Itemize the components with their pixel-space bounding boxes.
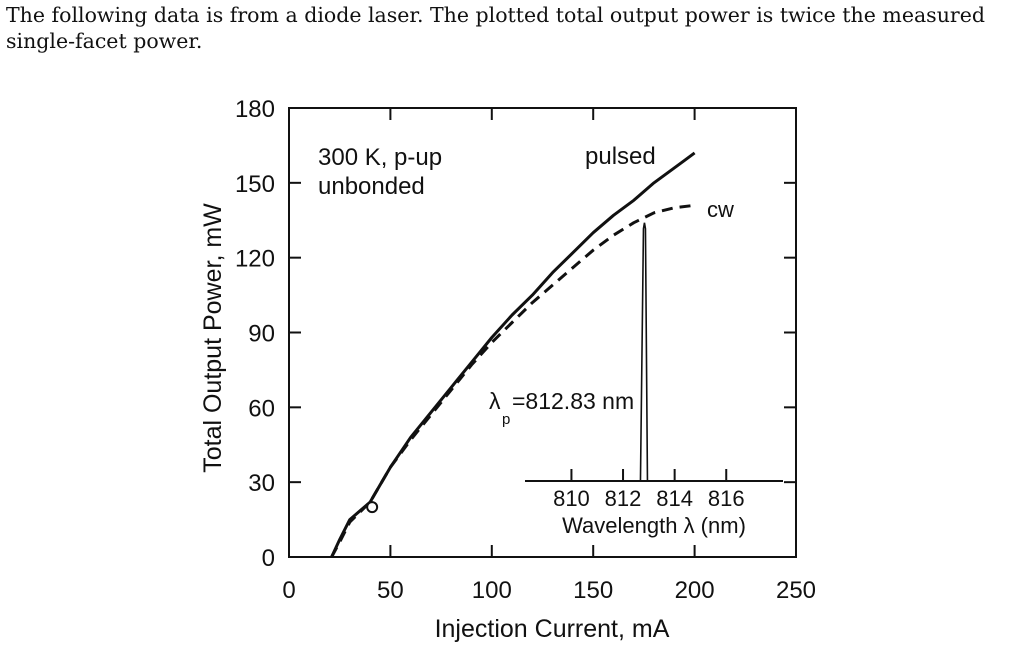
x-axis-label: Injection Current, mA [435,615,670,643]
peak-wavelength-value: =812.83 nm [512,388,634,414]
x-tick-label: 250 [776,577,816,604]
peak-wavelength-symbol: λ [489,388,501,414]
y-tick-label: 120 [235,246,275,273]
y-axis-label: Total Output Power, mW [199,203,227,473]
condition-line-2: unbonded [318,173,425,200]
intro-text: The following data is from a diode laser… [6,3,985,53]
series-line-cw [330,203,695,558]
x-tick-label: 150 [573,577,613,604]
series-label-pulsed: pulsed [585,143,656,170]
x-tick-label: 50 [377,577,404,604]
y-tick-label: 150 [235,171,275,198]
y-tick-label: 30 [248,470,275,497]
inset-x-axis-label: Wavelength λ (nm) [562,513,746,538]
marked-point [366,501,379,514]
y-tick-label: 90 [248,321,275,348]
series-label-cw: cw [707,197,734,222]
x-tick-label: 200 [675,577,715,604]
inset-tick-label: 816 [708,486,745,511]
plot-frame [288,107,797,558]
x-tick-label: 100 [472,577,512,604]
inset-tick-label: 814 [656,486,693,511]
y-tick-label: 60 [248,395,275,422]
inset-tick-label: 810 [553,486,590,511]
peak-wavelength-subscript: p [502,411,510,428]
y-tick-label: 180 [235,96,275,123]
chart-marks: 0 50 100 150 200 250 0 30 60 90 120 150 180 810 812 814… [235,96,816,604]
inset-spectrum-peak [639,222,649,482]
inset-tick-label: 812 [605,486,642,511]
x-tick-label: 0 [282,577,295,604]
condition-line-1: 300 K, p-up [318,144,442,171]
y-tick-label: 0 [262,545,275,572]
